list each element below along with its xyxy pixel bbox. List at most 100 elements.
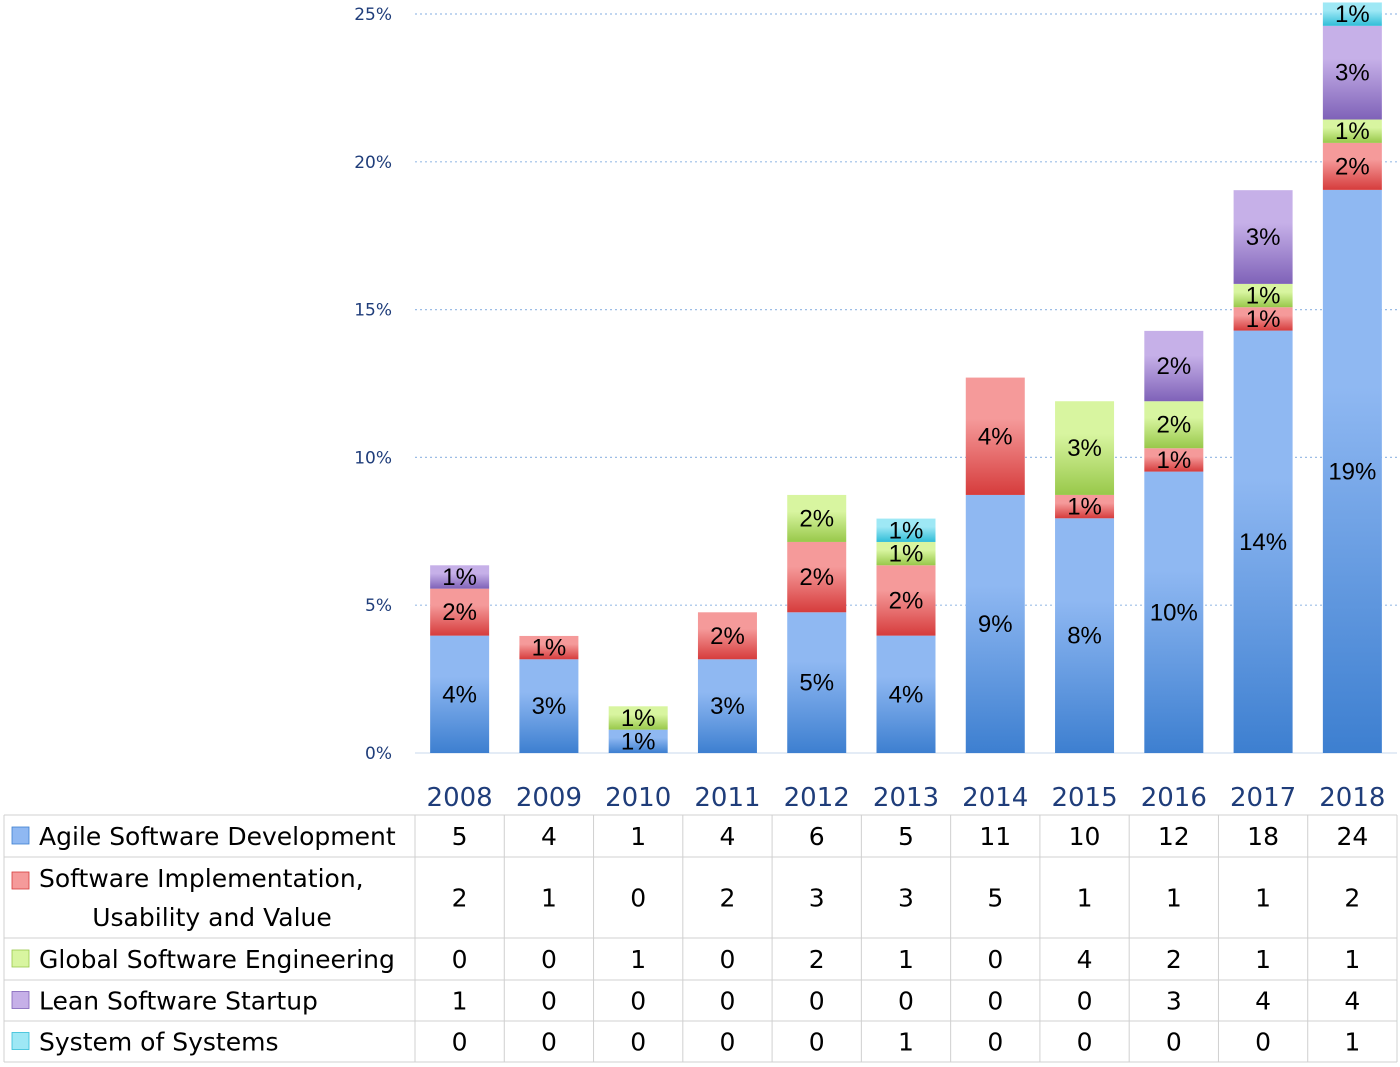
table-cell: 3 [1166,987,1182,1016]
table-cell: 5 [987,884,1003,913]
x-tick-label: 2011 [694,783,760,813]
table-cell: 18 [1247,822,1279,851]
table-cell: 0 [1077,987,1093,1016]
y-tick-label: 20% [354,153,392,173]
data-label: 1% [621,705,656,732]
data-label: 3% [1335,60,1370,87]
data-label: 1% [1246,283,1281,310]
table-cell: 0 [720,987,736,1016]
data-label: 8% [1067,623,1102,650]
x-tick-label: 2012 [784,783,850,813]
x-tick-label: 2017 [1230,783,1296,813]
bar-segment [1233,190,1293,284]
legend-swatch [11,871,30,890]
table-cell: 0 [541,987,557,1016]
bars: 4%2%1%20083%1%20091%1%20103%2%20115%2%2%… [427,1,1386,813]
table-cell: 0 [1077,1028,1093,1057]
table-cell: 1 [1344,945,1360,974]
data-label: 19% [1328,458,1376,485]
table-cell: 0 [630,1028,646,1057]
legend-swatch [11,826,30,845]
bar-segment [697,612,757,660]
legend-label: Lean Software Startup [39,987,318,1016]
bar-segment [1322,2,1382,26]
data-label: 3% [532,693,567,720]
table-cell: 1 [1255,945,1271,974]
bar-segment [608,706,668,730]
table-cell: 0 [1255,1028,1271,1057]
table-cell: 4 [1255,987,1271,1016]
x-tick-label: 2014 [962,783,1028,813]
legend-label: Usability and Value [92,903,332,932]
bar-segment [1233,307,1293,331]
bar-segment [787,494,847,542]
table-cell: 0 [541,1028,557,1057]
table-cell: 0 [720,1028,736,1057]
x-tick-label: 2010 [605,783,671,813]
data-label: 3% [710,693,745,720]
legend-label: System of Systems [39,1028,278,1057]
table-cell: 1 [1077,884,1093,913]
legend-swatch [11,1032,30,1050]
legend-label: Agile Software Development [39,822,396,851]
data-label: 9% [978,611,1013,638]
data-label: 2% [1335,153,1370,180]
x-tick-label: 2013 [873,783,939,813]
legend-swatch [11,949,30,968]
bar-segment [1144,330,1204,402]
data-label: 4% [442,681,477,708]
data-label: 1% [442,564,477,591]
y-tick-label: 5% [365,596,392,616]
table-cell: 5 [452,822,468,851]
bar-segment [876,565,936,636]
y-tick-label: 0% [365,744,392,764]
legend-label: Software Implementation, [39,864,364,893]
data-label: 1% [1335,118,1370,145]
table-cell: 0 [541,945,557,974]
table-cell: 10 [1069,822,1101,851]
table-cell: 4 [1344,987,1360,1016]
data-label: 1% [532,635,567,662]
table-cell: 0 [630,987,646,1016]
bar-segment [430,588,490,636]
bar-segment [1233,330,1293,753]
bar-segment [1055,494,1115,519]
y-tick-label: 15% [354,301,392,321]
table-cell: 0 [987,1028,1003,1057]
bar-segment [1055,401,1115,495]
data-label: 4% [889,681,924,708]
table-cell: 3 [898,884,914,913]
legend-swatch [11,991,30,1009]
data-label: 3% [1067,435,1102,462]
table-cell: 1 [630,822,646,851]
table-cell: 3 [809,884,825,913]
table-cell: 2 [1166,945,1182,974]
bar-segment [1144,471,1204,753]
table-cell: 0 [720,945,736,974]
table-cell: 2 [1344,884,1360,913]
x-tick-label: 2009 [516,783,582,813]
bar-segment [876,541,936,566]
bar-segment [787,612,847,753]
y-tick-label: 25% [354,5,392,25]
data-label: 1% [621,728,656,755]
table-cell: 24 [1336,822,1368,851]
table-cell: 2 [809,945,825,974]
x-tick-label: 2015 [1051,783,1117,813]
bar-segment [1144,401,1204,449]
bar-segment [608,729,668,753]
bar-segment [965,494,1025,753]
data-label: 4% [978,423,1013,450]
bar-segment [1055,518,1115,753]
bar-segment [876,635,936,753]
bar-segment [1322,142,1382,190]
table-cell: 1 [541,884,557,913]
data-label: 1% [889,517,924,544]
x-tick-label: 2018 [1319,783,1385,813]
data-label: 1% [1335,1,1370,28]
data-label: 1% [1067,494,1102,521]
table-cell: 1 [898,945,914,974]
table-cell: 2 [452,884,468,913]
table-cell: 5 [898,822,914,851]
